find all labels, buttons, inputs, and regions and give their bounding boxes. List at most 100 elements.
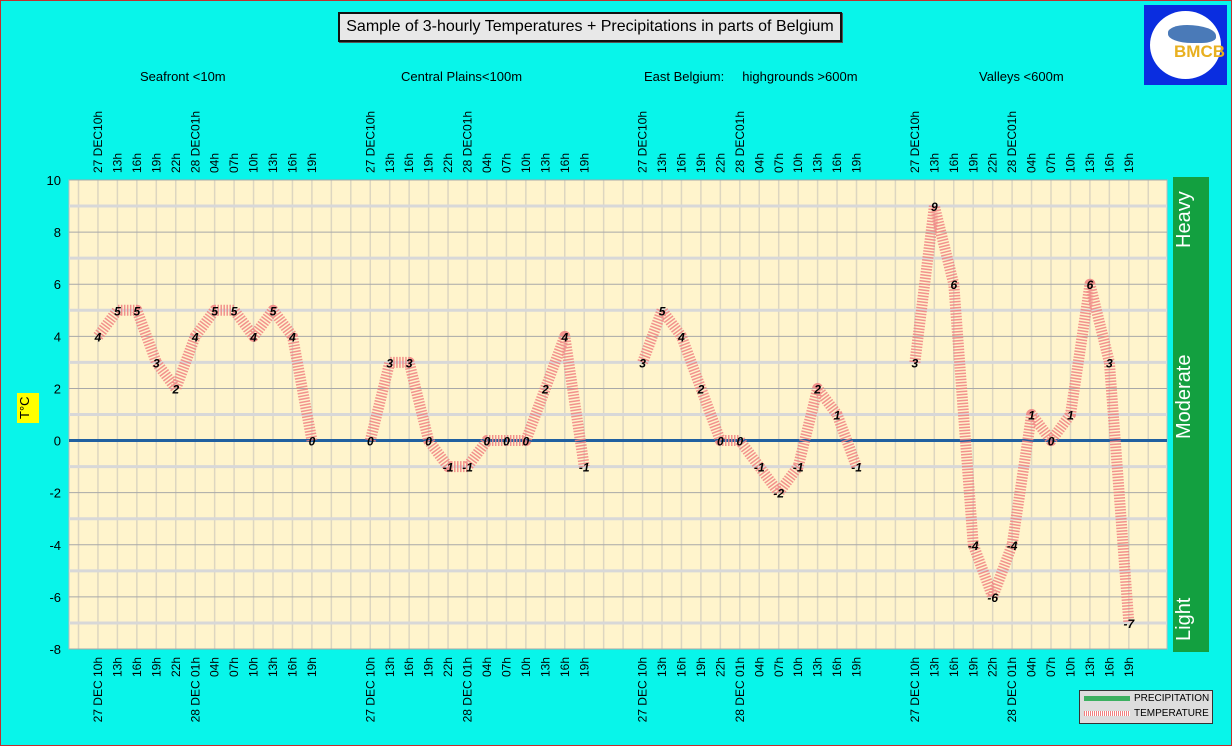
data-label: -1 [443, 461, 454, 475]
x-tick-label-bottom: 28 DEC 01h [733, 657, 747, 722]
data-label: -4 [968, 539, 979, 553]
y-tick-label: -6 [49, 590, 61, 605]
chart-title: Sample of 3-hourly Temperatures + Precip… [338, 12, 842, 42]
x-tick-label-top: 27 DEC10h [636, 111, 650, 173]
x-tick-label-bottom: 28 DEC 01h [461, 657, 475, 722]
x-tick-label-bottom: 19h [305, 657, 319, 677]
data-label: 0 [367, 435, 374, 449]
x-tick-label-bottom: 13h [811, 657, 825, 677]
temperature-line [93, 304, 318, 442]
x-tick-label-bottom: 16h [130, 657, 144, 677]
data-label: 1 [1028, 409, 1035, 423]
x-tick-label-bottom: 22h [713, 657, 727, 677]
x-tick-label-top: 13h [1083, 153, 1097, 173]
y-tick-label: 10 [47, 173, 61, 188]
x-tick-label-bottom: 28 DEC 01h [188, 657, 202, 722]
data-label: 0 [737, 435, 744, 449]
data-label: 4 [94, 330, 102, 344]
data-label: 9 [931, 200, 938, 214]
x-tick-label-top: 10h [247, 153, 261, 173]
x-tick-label-top: 19h [1122, 153, 1136, 173]
x-tick-label-bottom: 16h [286, 657, 300, 677]
x-tick-label-top: 07h [1044, 153, 1058, 173]
x-tick-label-bottom: 19h [422, 657, 436, 677]
data-label: 3 [912, 356, 919, 370]
x-tick-label-top: 16h [286, 153, 300, 173]
x-tick-label-top: 13h [655, 153, 669, 173]
data-label: 5 [659, 304, 666, 318]
x-tick-label-top: 22h [169, 153, 183, 173]
data-label: 5 [114, 304, 121, 318]
x-tick-label-bottom: 16h [947, 657, 961, 677]
x-tick-label-top: 16h [1102, 153, 1116, 173]
x-tick-label-top: 22h [441, 153, 455, 173]
x-tick-label-bottom: 19h [577, 657, 591, 677]
data-label: -6 [987, 591, 998, 605]
data-label: 4 [677, 330, 685, 344]
precipitation-scale: Heavy Moderate Light [1173, 177, 1209, 652]
x-tick-label-top: 27 DEC10h [363, 111, 377, 173]
x-tick-label-top: 19h [305, 153, 319, 173]
data-label: 4 [191, 330, 199, 344]
data-label: 3 [153, 356, 160, 370]
legend-swatch [1084, 696, 1130, 701]
x-tick-label-bottom: 27 DEC 10h [363, 657, 377, 722]
data-label: -1 [462, 461, 473, 475]
x-tick-label-top: 04h [1025, 153, 1039, 173]
x-tick-label-bottom: 04h [1025, 657, 1039, 677]
x-tick-label-bottom: 19h [149, 657, 163, 677]
y-tick-label: 0 [54, 434, 61, 449]
x-tick-label-bottom: 13h [1083, 657, 1097, 677]
y-tick-label: 2 [54, 381, 61, 396]
legend-label: TEMPERATURE [1134, 708, 1209, 719]
data-label: 4 [249, 330, 257, 344]
y-tick-label: -4 [49, 538, 61, 553]
x-tick-label-bottom: 16h [675, 657, 689, 677]
x-tick-label-bottom: 07h [1044, 657, 1058, 677]
temperature-line [364, 330, 590, 473]
data-label: 0 [523, 435, 530, 449]
legend-item: TEMPERATURE [1080, 706, 1212, 721]
precip-moderate-label: Moderate [1173, 354, 1195, 440]
data-label: 4 [560, 330, 568, 344]
data-label: -1 [579, 461, 590, 475]
x-tick-label-top: 28 DEC01h [188, 111, 202, 173]
x-tick-label-top: 07h [772, 153, 786, 173]
data-label: 0 [425, 435, 432, 449]
data-label: 4 [288, 330, 296, 344]
data-label: 3 [1106, 356, 1113, 370]
x-tick-label-bottom: 22h [441, 657, 455, 677]
data-label: 5 [231, 304, 238, 318]
data-label: 6 [1087, 278, 1094, 292]
data-label: 0 [717, 435, 724, 449]
legend: PRECIPITATION TEMPERATURE [1079, 690, 1213, 724]
x-tick-label-bottom: 28 DEC 01h [1005, 657, 1019, 722]
x-tick-label-top: 22h [986, 153, 1000, 173]
x-tick-label-bottom: 10h [791, 657, 805, 677]
x-tick-label-top: 13h [538, 153, 552, 173]
x-tick-label-top: 04h [208, 153, 222, 173]
x-tick-label-bottom: 07h [227, 657, 241, 677]
x-tick-label-top: 13h [811, 153, 825, 173]
data-label: 0 [484, 435, 491, 449]
region-label: Valleys <600m [979, 69, 1064, 84]
x-tick-label-top: 28 DEC01h [733, 111, 747, 173]
x-tick-label-bottom: 27 DEC 10h [636, 657, 650, 722]
data-label: -4 [1007, 539, 1018, 553]
temperature-line [909, 200, 1135, 624]
y-tick-label: 8 [54, 225, 61, 240]
data-label: 0 [1048, 435, 1055, 449]
legend-label: PRECIPITATION [1134, 693, 1210, 704]
x-tick-label-bottom: 16h [1102, 657, 1116, 677]
x-tick-label-bottom: 10h [247, 657, 261, 677]
x-tick-label-top: 22h [713, 153, 727, 173]
data-label: 0 [503, 435, 510, 449]
legend-item: PRECIPITATION [1080, 691, 1212, 706]
data-label: -1 [754, 461, 765, 475]
x-tick-label-top: 10h [519, 153, 533, 173]
data-label: 3 [386, 356, 393, 370]
data-label: -7 [1124, 617, 1136, 631]
data-label: 5 [134, 304, 141, 318]
data-label: 3 [406, 356, 413, 370]
